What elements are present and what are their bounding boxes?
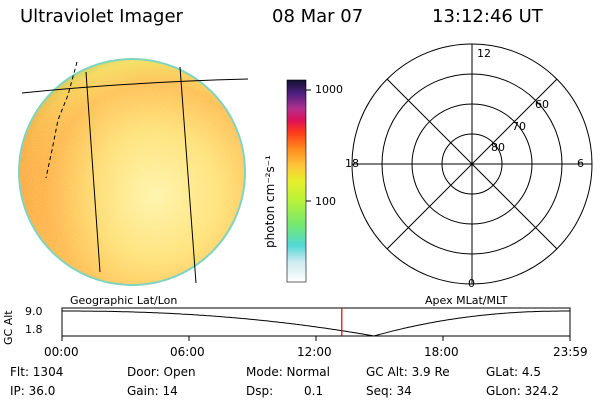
date-label: 08 Mar 07	[272, 6, 364, 27]
instrument-title: Ultraviolet Imager	[20, 6, 183, 27]
mlt-label-0: 0	[468, 277, 475, 290]
colorbar-tick-100: 100	[315, 195, 336, 208]
apex-panel-label: Apex MLat/MLT	[425, 294, 508, 307]
ip-value: IP: 36.0	[10, 384, 56, 398]
dsp-label: Dsp:	[246, 384, 274, 398]
geo-panel-label: Geographic Lat/Lon	[70, 294, 178, 307]
time-label: 13:12:46 UT	[432, 6, 543, 27]
altplot-axis-label: GC Alt	[2, 310, 15, 345]
uv-image	[18, 58, 249, 286]
gain-value: Gain: 14	[127, 384, 178, 398]
geo-longitude: GLon: 324.2	[486, 384, 559, 398]
geo-grid-lines	[21, 61, 249, 284]
altplot-xtick-1800: 18:00	[424, 345, 459, 359]
colorbar-unit-label: photon cm⁻²s⁻¹	[263, 155, 277, 248]
altplot-xtick-0000: 00:00	[44, 345, 79, 359]
mlat-label-60: 60	[535, 98, 549, 111]
altplot-ytick-high: 9.0	[25, 305, 43, 318]
geo-latitude: GLat: 4.5	[486, 365, 541, 379]
dsp-value: 0.1	[304, 384, 324, 398]
flight-number: Flt: 1304	[10, 365, 64, 379]
door-status: Door: Open	[127, 365, 196, 379]
mlt-label-6: 6	[577, 157, 584, 170]
mlat-label-70: 70	[512, 120, 526, 133]
mlat-label-80: 80	[491, 141, 505, 154]
sequence-number: Seq: 34	[366, 384, 412, 398]
altplot-xtick-0600: 06:00	[170, 345, 205, 359]
colorbar	[286, 79, 311, 283]
mlt-label-12: 12	[477, 47, 491, 60]
altitude-curve	[62, 310, 570, 337]
mlt-label-18: 18	[345, 157, 359, 170]
polar-plot	[351, 43, 593, 285]
gc-altitude: GC Alt: 3.9 Re	[366, 365, 450, 379]
altplot-xtick-2359: 23:59	[553, 345, 588, 359]
mode-value: Mode: Normal	[246, 365, 330, 379]
colorbar-tick-1000: 1000	[315, 83, 343, 96]
altplot-ytick-low: 1.8	[25, 323, 43, 336]
altplot-xtick-1200: 12:00	[297, 345, 332, 359]
altitude-plot	[61, 307, 571, 341]
